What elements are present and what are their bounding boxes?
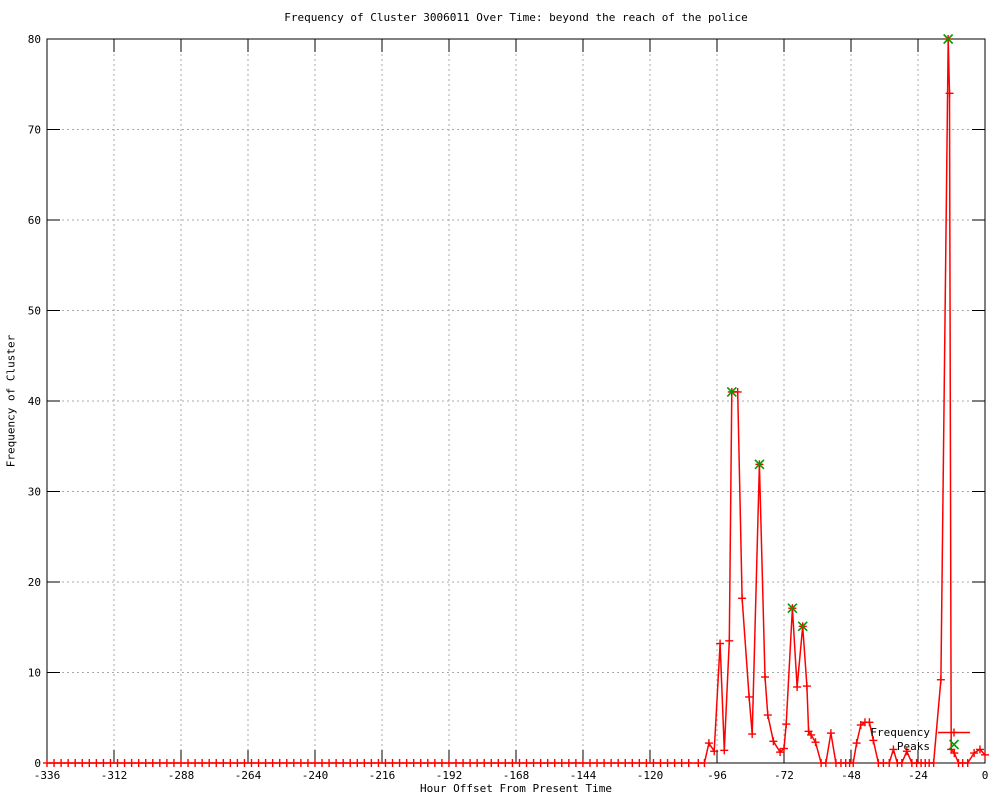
peak-marker: [754, 459, 765, 470]
x-tick-label: -120: [637, 769, 664, 782]
x-tick-label: -240: [302, 769, 329, 782]
legend-sample-peak-marker: [948, 739, 960, 750]
x-tick-label: -96: [707, 769, 727, 782]
peak-marker: [726, 386, 737, 398]
x-tick-label: -72: [774, 769, 794, 782]
chart-title: Frequency of Cluster 3006011 Over Time: …: [284, 11, 748, 24]
legend-label-frequency: Frequency: [870, 726, 930, 739]
x-tick-label: -312: [101, 769, 128, 782]
x-axis-label: Hour Offset From Present Time: [419, 782, 613, 795]
x-tick-label: -336: [34, 769, 61, 782]
legend-label-peaks: Peaks: [896, 740, 930, 753]
y-tick-label: 40: [28, 395, 41, 408]
x-tick-label: -24: [908, 769, 928, 782]
y-tick-label: 20: [28, 576, 41, 589]
x-tick-label: -192: [436, 769, 463, 782]
x-tick-label: -144: [570, 769, 597, 782]
y-tick-label: 80: [28, 33, 41, 46]
y-tick-label: 10: [28, 667, 41, 680]
y-tick-label: 0: [34, 757, 41, 770]
x-tick-label: -168: [503, 769, 530, 782]
y-tick-label: 30: [28, 486, 41, 499]
peak-marker: [787, 603, 798, 614]
y-axis-label: Frequency of Cluster: [4, 334, 18, 468]
peak-marker: [943, 33, 954, 45]
y-tick-label: 50: [28, 305, 41, 318]
x-tick-label: 0: [982, 769, 989, 782]
y-tick-label: 70: [28, 124, 41, 137]
peak-marker: [797, 621, 808, 632]
x-tick-label: -288: [168, 769, 195, 782]
y-tick-label: 60: [28, 214, 41, 227]
x-tick-label: -216: [369, 769, 396, 782]
x-tick-label: -48: [841, 769, 861, 782]
x-tick-label: -264: [235, 769, 262, 782]
